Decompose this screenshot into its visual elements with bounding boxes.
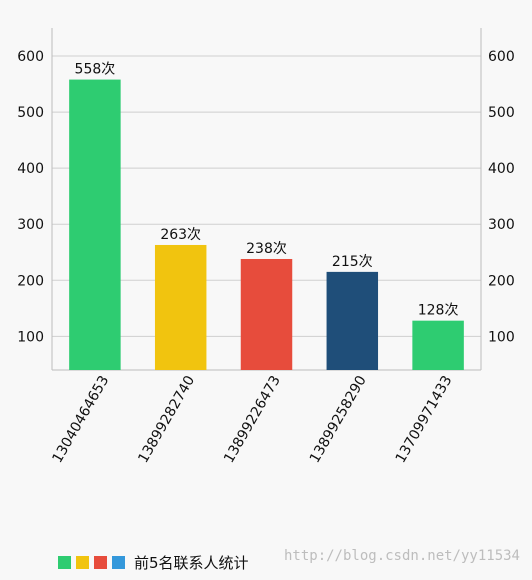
bar [240, 258, 293, 370]
y-tick-label-right: 600 [488, 49, 515, 65]
y-tick-label-right: 500 [488, 105, 515, 121]
y-tick-label-left: 300 [17, 217, 44, 233]
y-tick-label-right: 100 [488, 329, 515, 345]
bar [69, 79, 121, 371]
legend-label: 前5名联系人统计 [134, 553, 249, 572]
y-tick-label-left: 200 [17, 273, 44, 289]
y-tick-label-right: 400 [488, 161, 515, 177]
legend-swatch [112, 555, 125, 569]
x-tick-label: 13899282740 [135, 373, 198, 466]
legend-swatch [94, 555, 107, 569]
y-tick-label-right: 300 [488, 217, 515, 233]
value-label: 263次 [160, 227, 201, 243]
legend: 前5名联系人统计 [58, 552, 249, 572]
bar [154, 244, 207, 370]
y-tick-label-left: 100 [17, 329, 44, 345]
legend-swatch [76, 555, 89, 569]
y-tick-label-right: 200 [488, 273, 515, 289]
value-label: 238次 [246, 241, 287, 257]
y-tick-label-left: 400 [17, 161, 44, 177]
watermark: http://blog.csdn.net/yy11534 [283, 548, 520, 564]
x-tick-label: 13040464653 [50, 373, 113, 466]
value-label: 558次 [75, 62, 116, 78]
bar [326, 271, 379, 370]
bar-chart: 100 100 200 200 300 300 400 400 500 500 600 600 558次… [17, 28, 515, 466]
bar [412, 320, 464, 370]
y-tick-label-left: 500 [17, 105, 44, 121]
legend-swatch [58, 555, 71, 569]
y-tick-label-left: 600 [17, 49, 44, 65]
x-tick-label: 13709971433 [393, 373, 456, 466]
x-tick-label: 13899258290 [307, 373, 370, 466]
value-label: 128次 [418, 303, 459, 319]
value-label: 215次 [332, 254, 373, 270]
x-tick-label: 13899226473 [221, 373, 284, 466]
